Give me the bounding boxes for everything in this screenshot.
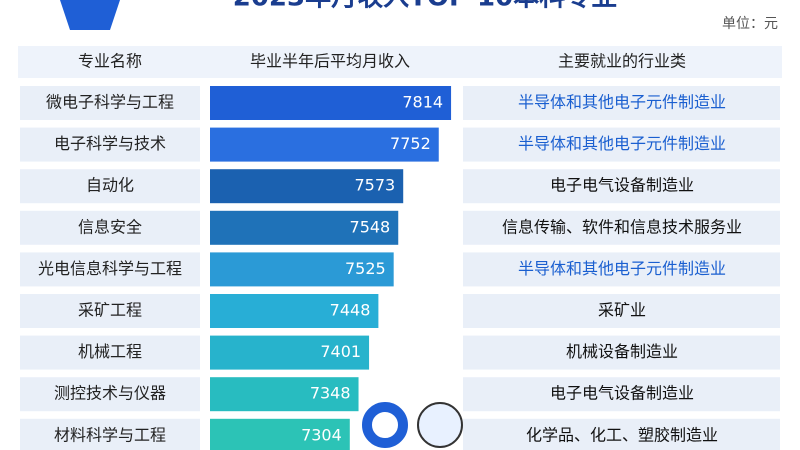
industry-label: 机械设备制造业: [566, 342, 678, 361]
bar: [210, 169, 404, 204]
industry-cell: [463, 127, 780, 162]
bar: [210, 418, 350, 450]
decoration: [362, 402, 408, 448]
industry-label: 信息传输、软件和信息技术服务业: [502, 217, 742, 236]
category-label: 机械工程: [78, 342, 142, 361]
label-cell: [20, 418, 200, 450]
bar: [210, 252, 394, 287]
value-label: 7304: [301, 425, 342, 444]
chart-title: 2023年月收入TOP 10本科专业: [233, 0, 618, 13]
label-cell: [20, 335, 200, 370]
bar: [210, 210, 399, 245]
value-label: 7525: [345, 259, 386, 278]
value-label: 7752: [390, 134, 431, 153]
value-label: 7401: [320, 342, 361, 361]
value-label: 7348: [310, 384, 351, 403]
industry-cell: [463, 169, 780, 204]
label-cell: [20, 210, 200, 245]
label-cell: [20, 294, 200, 328]
category-label: 材料科学与工程: [54, 425, 166, 444]
label-cell: [20, 252, 200, 287]
industry-cell: [463, 377, 780, 412]
bar: [210, 86, 452, 120]
label-cell: [20, 86, 200, 120]
category-label: 微电子科学与工程: [46, 93, 174, 112]
column-header: 专业名称: [78, 52, 142, 71]
category-label: 电子科学与技术: [54, 134, 166, 153]
industry-cell: [463, 86, 780, 120]
category-label: 测控技术与仪器: [54, 384, 166, 403]
header-row: [18, 46, 782, 78]
industry-cell: [463, 252, 780, 287]
industry-label: 电子电气设备制造业: [550, 384, 694, 403]
bar: [210, 294, 379, 328]
bar: [210, 377, 359, 412]
category-label: 信息安全: [78, 217, 142, 236]
industry-cell: [463, 335, 780, 370]
column-header: 毕业半年后平均月收入: [250, 52, 410, 71]
decoration: [417, 402, 463, 448]
category-label: 光电信息科学与工程: [38, 259, 182, 278]
industry-label: 半导体和其他电子元件制造业: [518, 259, 726, 278]
category-label: 自动化: [86, 176, 134, 195]
label-cell: [20, 377, 200, 412]
industry-cell: [463, 418, 780, 450]
industry-label: 电子电气设备制造业: [550, 176, 694, 195]
logo-decoration: [60, 0, 120, 30]
industry-cell: [463, 294, 780, 328]
industry-cell: [463, 210, 780, 245]
industry-label: 半导体和其他电子元件制造业: [518, 93, 726, 112]
value-label: 7448: [330, 301, 371, 320]
industry-label: 采矿业: [598, 301, 646, 320]
label-cell: [20, 169, 200, 204]
value-label: 7573: [354, 176, 395, 195]
industry-label: 化学品、化工、塑胶制造业: [526, 425, 718, 444]
bar: [210, 335, 370, 370]
industry-label: 半导体和其他电子元件制造业: [518, 134, 726, 153]
label-cell: [20, 127, 200, 162]
column-header: 主要就业的行业类: [558, 52, 686, 71]
value-label: 7814: [402, 93, 443, 112]
category-label: 采矿工程: [78, 301, 142, 320]
bar: [210, 127, 439, 162]
value-label: 7548: [350, 217, 391, 236]
unit-label: 单位：元: [722, 16, 778, 32]
